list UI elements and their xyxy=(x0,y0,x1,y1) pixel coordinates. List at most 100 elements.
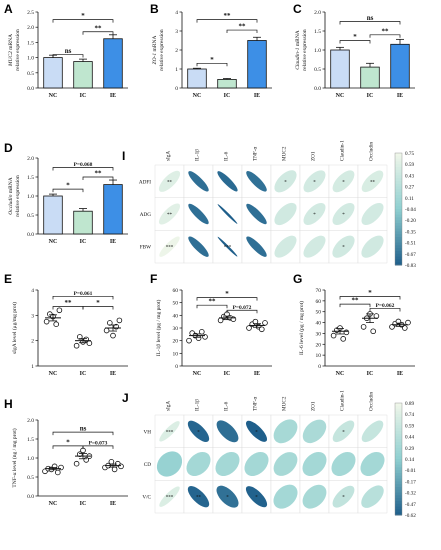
correlation-ellipse-j xyxy=(159,421,180,442)
column-label-i: Claudin-1 xyxy=(340,140,346,161)
colorbar-tick-i: -0.67 xyxy=(405,252,416,258)
point-f-ie xyxy=(262,320,268,326)
colorbar-segment-i xyxy=(395,164,402,168)
correlation-ellipse-i xyxy=(246,171,267,192)
correlation-ellipse-i xyxy=(303,170,326,193)
colorbar-segment-i xyxy=(395,245,402,249)
column-label-i: IL-6 xyxy=(224,151,230,161)
sig-label-g: ** xyxy=(352,297,360,305)
colorbar-segment-j xyxy=(395,489,402,494)
y-tick-label-f: 50 xyxy=(173,301,179,307)
row-label-j: V/C xyxy=(142,495,151,501)
y-axis-title-gene-a: MUC2 xyxy=(8,51,14,67)
point-e-ic xyxy=(73,342,80,349)
y-tick-label-g: 50 xyxy=(316,310,322,316)
colorbar-tick-i: -0.04 xyxy=(405,207,416,213)
point-e-ic xyxy=(77,334,83,340)
x-tick-label-e: NC xyxy=(49,371,58,377)
colorbar-segment-j xyxy=(395,484,402,488)
bar-a-ie xyxy=(103,38,123,89)
y-tick-label-a: 2.0 xyxy=(27,25,34,31)
column-label-j: TNF-α xyxy=(253,396,259,411)
correlation-ellipse-j xyxy=(216,485,239,508)
colorbar-segment-j xyxy=(395,408,402,412)
bar-b-ic xyxy=(217,79,237,89)
sig-star-i: ** xyxy=(370,180,376,185)
point-g-ie xyxy=(401,325,408,331)
x-tick-label-a: IC xyxy=(80,93,87,99)
colorbar-segment-i xyxy=(395,155,402,160)
column-label-j: IL-1β xyxy=(195,399,201,411)
sig-label-b: ** xyxy=(224,12,232,20)
x-tick-label-g: IE xyxy=(397,371,403,377)
panel-letter-d: D xyxy=(4,141,13,155)
y-tick-label-g: 70 xyxy=(316,288,322,294)
scatter-chart-f: 0 10 20 30 40 50 60 NC IC IE IL-1β level (pg / mg … xyxy=(155,288,272,377)
point-h-nc xyxy=(54,469,61,476)
x-tick-label-g: NC xyxy=(336,371,345,377)
x-tick-label-b: NC xyxy=(193,93,202,99)
y-tick-label-a: 1.5 xyxy=(27,40,34,46)
y-tick-label-g: 60 xyxy=(316,299,322,305)
colorbar-segment-i xyxy=(395,248,402,252)
y-tick-label-g: 30 xyxy=(316,331,322,337)
sig-bracket-g xyxy=(369,308,401,312)
y-axis-title-gene-c: Claudin-1 xyxy=(295,47,301,70)
x-tick-label-f: NC xyxy=(193,371,202,377)
colorbar-segment-i xyxy=(395,200,402,204)
column-label-j: IL-6 xyxy=(224,401,230,411)
y-axis-title-gene-d: Occludin xyxy=(8,194,14,214)
colorbar-segment-i xyxy=(395,220,402,224)
x-tick-label-b: IE xyxy=(254,93,260,99)
y-tick-label-a: 0.0 xyxy=(27,86,34,92)
sig-label-h: ns xyxy=(80,425,87,433)
colorbar-segment-i xyxy=(395,231,402,235)
bar-chart-b: 0 1 2 3 4 NC IC IE ZO-1 mRNA relative expression *… xyxy=(152,10,272,99)
colorbar-tick-j: 0.29 xyxy=(405,446,414,452)
x-tick-label-f: IE xyxy=(254,371,260,377)
colorbar-frame-i xyxy=(394,152,403,266)
sig-star-i: * xyxy=(342,180,345,185)
bar-a-ic xyxy=(73,61,93,89)
sig-bracket-e xyxy=(82,306,114,310)
colorbar-tick-i: 0.75 xyxy=(405,151,414,157)
colorbar-segment-i xyxy=(395,153,402,157)
correlation-ellipse-j xyxy=(302,484,327,509)
y-tick-label-g: 10 xyxy=(316,353,322,359)
column-label-i: MUC2 xyxy=(282,146,288,161)
y-tick-label-h: 0.5 xyxy=(27,475,34,481)
bar-d-ic xyxy=(73,210,93,235)
y-tick-label-c: 2.0 xyxy=(314,10,321,16)
colorbar-tick-j: -0.17 xyxy=(405,479,416,485)
y-axis-title-e: sIgA level (μg/mg prot) xyxy=(11,302,18,354)
y-tick-label-h: 1.0 xyxy=(27,456,34,462)
correlation-ellipse-j xyxy=(361,420,384,443)
y-tick-label-a: 0.5 xyxy=(27,71,34,77)
colorbar-tick-j: 0.59 xyxy=(405,423,414,429)
sig-bracket-b xyxy=(196,62,228,67)
sig-bracket-a xyxy=(52,54,84,58)
point-e-nc xyxy=(53,321,59,328)
column-label-j: sIgA xyxy=(166,401,172,411)
y-tick-label-g: 0 xyxy=(318,364,321,370)
colorbar-segment-j xyxy=(395,492,402,496)
colorbar-segment-i xyxy=(395,169,402,174)
colorbar-segment-j xyxy=(395,417,402,421)
colorbar-segment-j xyxy=(395,405,402,410)
colorbar-segment-j xyxy=(395,453,402,457)
point-e-nc xyxy=(56,307,63,314)
sig-label-a: ns xyxy=(65,47,72,55)
point-f-nc xyxy=(199,328,205,335)
colorbar-segment-i xyxy=(395,225,402,230)
colorbar-segment-i xyxy=(395,192,402,196)
column-label-i: ZO1 xyxy=(311,151,317,161)
point-h-ie xyxy=(118,463,124,470)
bar-d-nc xyxy=(43,195,63,235)
colorbar-segment-j xyxy=(395,481,402,485)
point-g-nc xyxy=(330,332,337,339)
sig-bracket-f xyxy=(196,304,228,309)
y-tick-label-g: 40 xyxy=(316,321,322,327)
y-tick-label-f: 0 xyxy=(175,364,178,370)
sig-bracket-f xyxy=(196,297,258,301)
sig-bracket-c xyxy=(339,40,371,44)
